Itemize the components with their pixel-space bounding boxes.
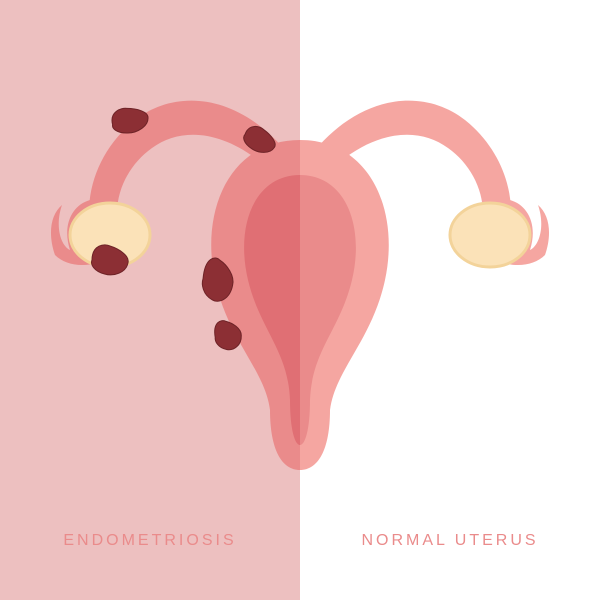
comparison-diagram: ENDOMETRIOSIS NORMAL UTERUS <box>0 0 600 600</box>
label-endometriosis: ENDOMETRIOSIS <box>0 532 300 550</box>
label-normal: NORMAL UTERUS <box>300 532 600 550</box>
uterus-illustration <box>0 0 600 600</box>
